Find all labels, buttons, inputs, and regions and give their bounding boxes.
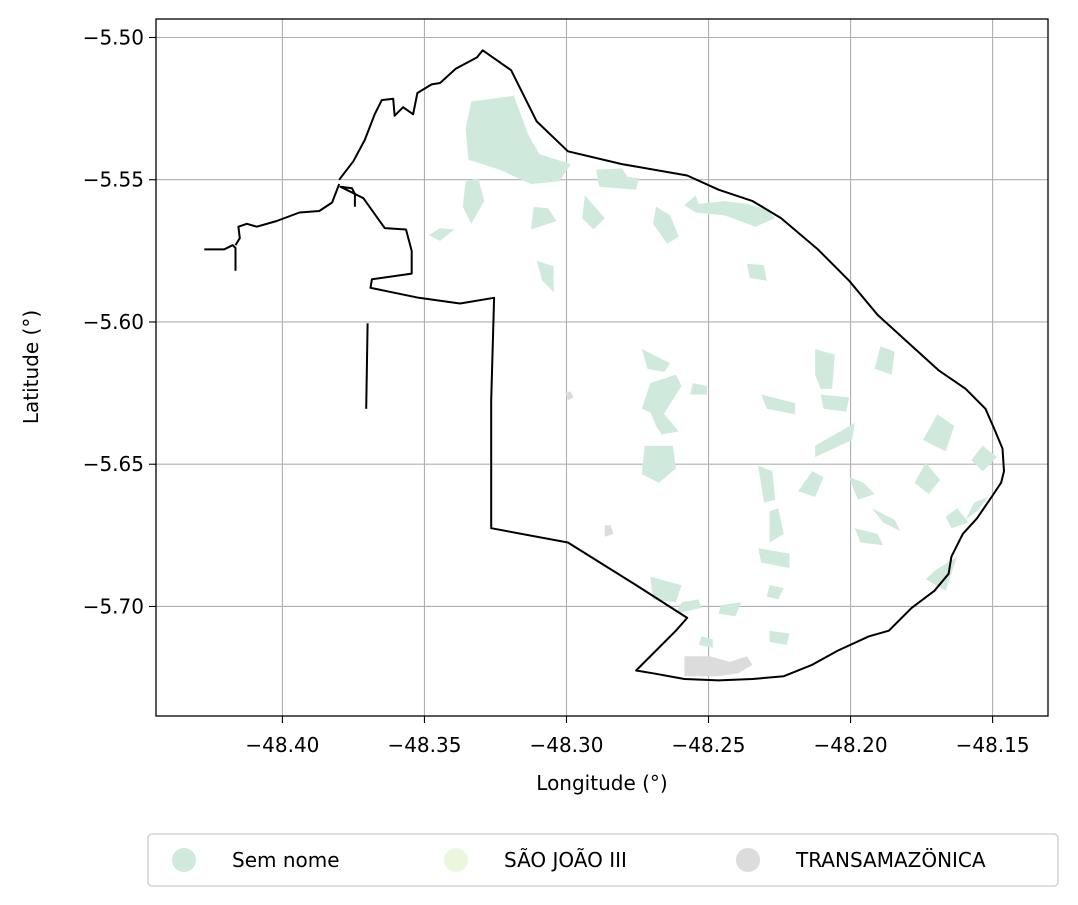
y-tick-label: −5.60: [83, 310, 144, 334]
land-parcel: [820, 394, 850, 412]
x-tick-label: −48.40: [245, 733, 319, 757]
land-parcel: [604, 525, 614, 537]
y-tick-label: −5.55: [83, 168, 144, 192]
land-parcel: [565, 391, 574, 401]
land-parcel: [815, 423, 855, 458]
boundary-segment: [204, 244, 237, 271]
land-parcel: [849, 477, 875, 500]
land-parcel: [675, 599, 702, 614]
land-parcel: [596, 168, 639, 190]
land-parcel: [766, 585, 784, 600]
land-parcel: [684, 195, 776, 227]
boundary-segment: [234, 183, 341, 246]
land-parcel: [798, 471, 824, 497]
land-parcel: [684, 656, 753, 677]
land-parcel: [746, 263, 767, 281]
land-parcel: [971, 445, 997, 472]
x-tick-label: −48.20: [814, 733, 888, 757]
municipality-boundary: [204, 49, 1005, 682]
land-parcel: [462, 178, 485, 224]
legend: Sem nome SÃO JOÃO III TRANSAMAZÖNICA: [147, 833, 1059, 887]
land-parcel: [536, 260, 554, 293]
land-parcel: [854, 528, 884, 546]
land-parcel: [761, 394, 796, 415]
land-parcel: [815, 349, 835, 389]
land-parcel: [769, 508, 784, 543]
plot-frame: [155, 18, 1049, 717]
land-parcel: [641, 349, 671, 372]
land-parcel: [965, 496, 989, 520]
land-parcels: [428, 95, 997, 677]
land-parcel: [641, 374, 682, 418]
land-parcel: [914, 462, 941, 495]
land-parcel: [641, 445, 676, 483]
land-parcel: [582, 195, 605, 230]
x-tick-label: −48.15: [956, 733, 1030, 757]
land-parcel: [945, 508, 969, 529]
y-axis-ticks: −5.50 −5.55 −5.60 −5.65 −5.70: [83, 25, 156, 618]
x-axis-label: Longitude (°): [536, 771, 667, 795]
land-parcel: [531, 206, 557, 230]
boundary-segment: [365, 323, 369, 409]
legend-frame: [147, 833, 1059, 887]
land-parcel: [923, 414, 955, 452]
land-parcel: [874, 346, 895, 375]
legend-label-sem-nome: Sem nome: [232, 848, 340, 872]
legend-marker-transamazonica: [736, 848, 760, 872]
land-parcel: [758, 465, 776, 503]
land-parcel: [690, 383, 708, 395]
land-parcel: [653, 206, 679, 244]
land-parcel: [769, 630, 790, 645]
x-axis-ticks: −48.40 −48.35 −48.30 −48.25 −48.20 −48.15: [245, 716, 1030, 757]
y-tick-label: −5.50: [83, 25, 144, 49]
legend-marker-sao-joao-iii: [444, 848, 468, 872]
y-tick-label: −5.70: [83, 594, 144, 618]
y-axis-label: Latitude (°): [19, 310, 43, 424]
x-tick-label: −48.25: [672, 733, 746, 757]
legend-marker-sem-nome: [172, 848, 196, 872]
legend-label-transamazonica: TRANSAMAZÖNICA: [795, 848, 986, 872]
y-tick-label: −5.65: [83, 452, 144, 476]
land-parcel: [698, 636, 713, 648]
land-parcel: [465, 95, 571, 184]
x-tick-label: −48.30: [529, 733, 603, 757]
land-parcel: [758, 548, 790, 569]
legend-label-sao-joao-iii: SÃO JOÃO III: [504, 848, 627, 872]
land-parcel: [718, 602, 742, 617]
land-parcel: [650, 576, 682, 603]
land-parcel: [650, 411, 679, 435]
land-parcel: [925, 556, 958, 591]
land-parcel: [871, 508, 901, 532]
boundary-line: [338, 49, 1005, 682]
x-tick-label: −48.35: [387, 733, 461, 757]
gridlines: [156, 19, 1048, 716]
land-parcel: [428, 228, 455, 241]
